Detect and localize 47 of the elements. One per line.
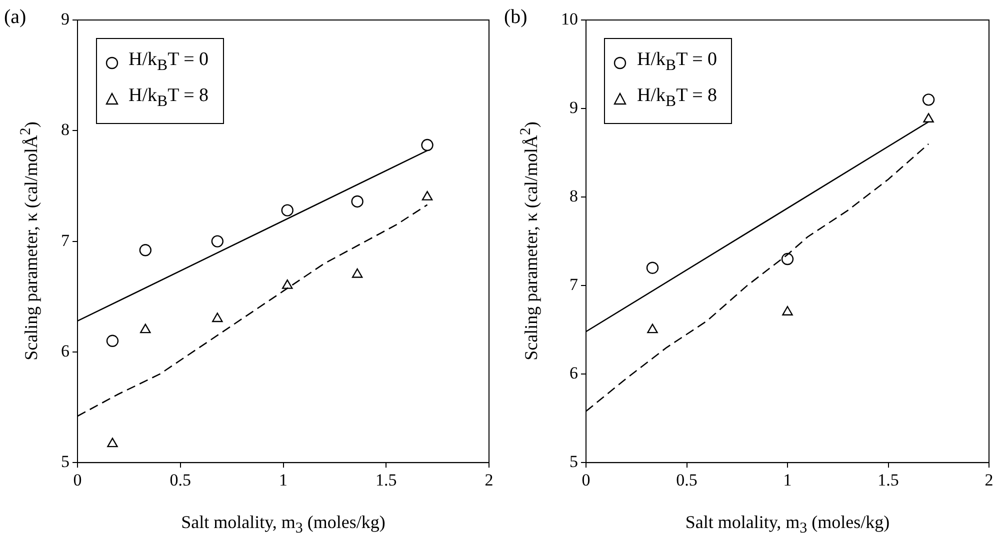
point: [139, 244, 152, 256]
x-tick-label: 0.5: [676, 470, 698, 490]
point: [782, 306, 793, 316]
point: [422, 190, 433, 200]
point: [923, 113, 934, 122]
point: [421, 138, 434, 152]
x-tick-label: 0: [73, 470, 82, 490]
point: [282, 279, 293, 289]
point: [106, 334, 119, 347]
legend-label: H/k$_{B}$T = 8: [128, 84, 209, 112]
x-tick-label: 1.5: [878, 470, 899, 490]
y-tick-label: 6: [61, 341, 70, 360]
point: [351, 195, 364, 208]
x-tick-label: 2: [984, 470, 994, 490]
y-tick-label: 5: [61, 452, 70, 472]
point: [212, 312, 223, 322]
point: [646, 262, 659, 274]
y-tick-label: 6: [570, 364, 578, 383]
x-tick-label: 2: [484, 470, 494, 490]
point: [211, 235, 224, 248]
x-axis-title: Salt molality, m$_{3}$ (moles/kg): [180, 512, 386, 538]
x-axis-title: Salt molality, m$_{3}$ (moles/kg): [684, 512, 891, 538]
x-tick-label: 0: [582, 470, 590, 490]
point: [922, 94, 935, 106]
point: [281, 204, 294, 216]
y-tick-label: 7: [61, 230, 70, 250]
x-tick-label: 1: [279, 470, 288, 490]
point: [140, 324, 151, 334]
legend-label: H/k$_{B}$T = 0: [637, 48, 718, 76]
y-tick-label: 5: [570, 452, 578, 472]
x-tick-label: 1: [783, 470, 792, 490]
y-tick-label: 9: [61, 9, 70, 28]
y-tick-label: 8: [61, 120, 70, 140]
x-tick-label: 0.5: [170, 470, 191, 490]
point: [781, 252, 794, 266]
chart-title: (a): [4, 6, 26, 29]
chart-title: (b): [504, 6, 528, 29]
y-tick-label: 7: [570, 275, 578, 294]
y-tick-label: 8: [570, 186, 578, 206]
x-tick-label: 1.5: [376, 470, 397, 490]
point: [107, 438, 118, 448]
legend-label: H/k$_{B}$T = 0: [128, 48, 209, 76]
y-tick-label: 10: [561, 9, 578, 28]
y-tick-label: 9: [570, 98, 578, 117]
point: [352, 268, 363, 278]
legend-label: H/k$_{B}$T = 8: [637, 84, 718, 112]
point: [647, 324, 658, 334]
